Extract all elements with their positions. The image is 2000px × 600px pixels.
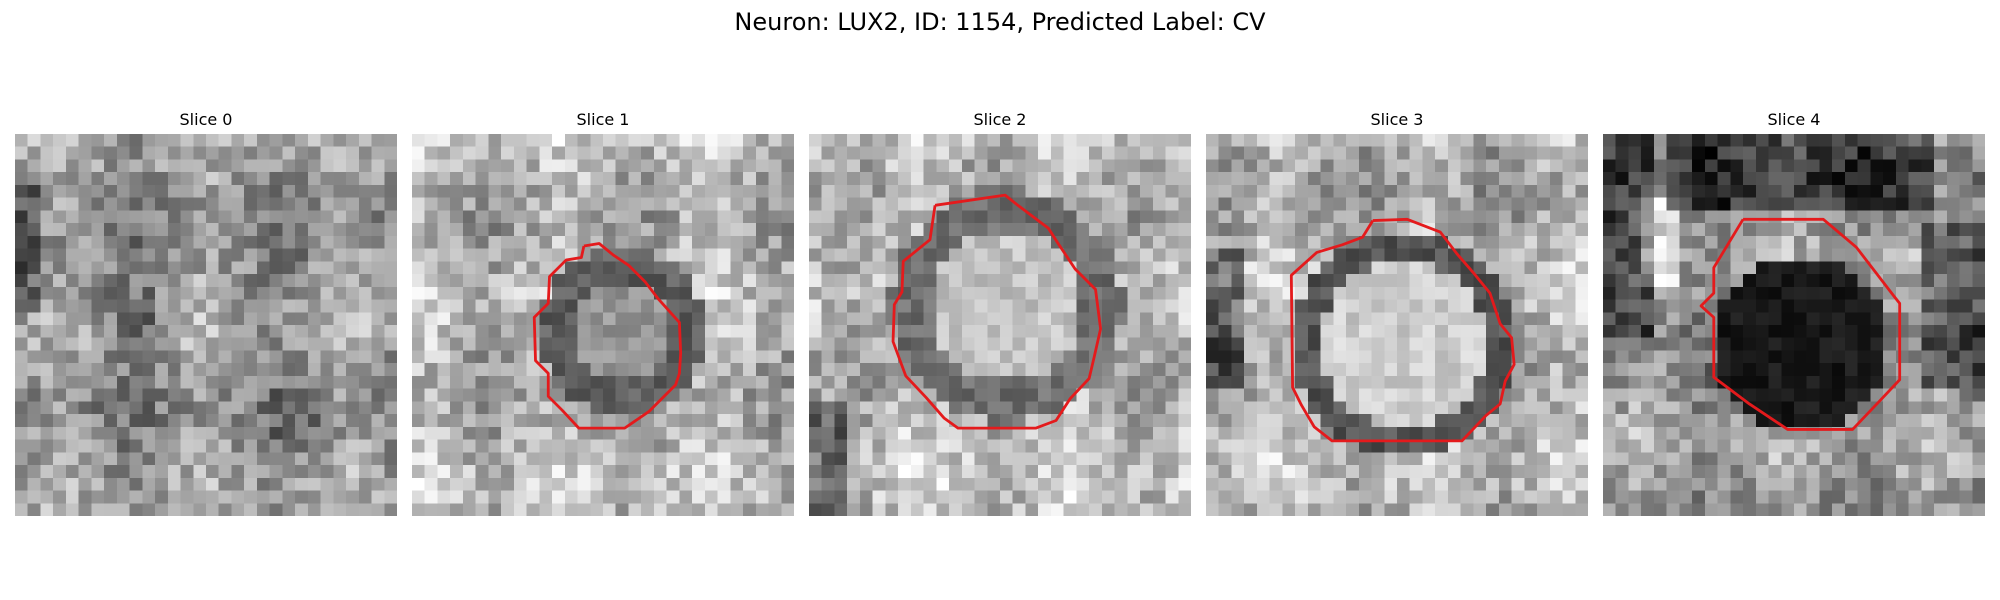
slice-image (809, 134, 1191, 516)
slice-title: Slice 3 (1370, 110, 1424, 129)
slice-title: Slice 4 (1767, 110, 1821, 129)
slice-title: Slice 1 (576, 110, 630, 129)
pixel-grid (1206, 134, 1588, 516)
slice-image (412, 134, 794, 516)
slice-image (15, 134, 397, 516)
slice-title: Slice 0 (179, 110, 233, 129)
slice-image (1603, 134, 1985, 516)
slice-title: Slice 2 (973, 110, 1027, 129)
contour-outline (891, 193, 1102, 430)
figure-title: Neuron: LUX2, ID: 1154, Predicted Label:… (734, 8, 1266, 36)
contour-outline (1699, 217, 1902, 431)
pixel-grid (15, 134, 397, 516)
pixel-grid (412, 134, 794, 516)
contour-outline (1289, 217, 1516, 443)
pixel-grid (809, 134, 1191, 516)
contour-outline (532, 242, 683, 430)
pixel-grid (1603, 134, 1985, 516)
slice-image (1206, 134, 1588, 516)
